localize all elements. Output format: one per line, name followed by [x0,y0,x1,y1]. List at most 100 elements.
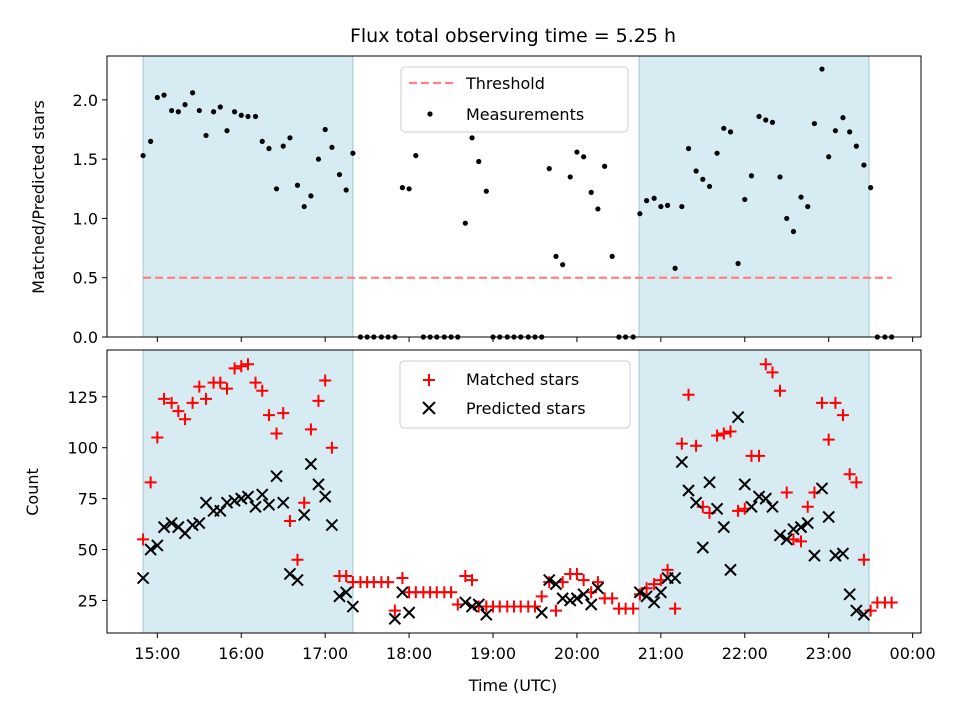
matched-star-point [822,433,835,446]
matched-star-point [186,396,199,409]
matched-star-point [235,360,248,373]
measurement-point [861,162,867,168]
measurement-point [399,185,405,191]
x-tick-label: 16:00 [218,644,264,663]
matched-star-point [753,449,766,462]
predicted-star-point [689,496,703,509]
predicted-star-point [283,567,297,581]
counts-legend-box [399,360,631,429]
measurement-point [413,152,419,159]
measurement-point [769,119,776,125]
matched-star-point [241,358,254,371]
matched-star-point [711,429,724,442]
measurement-point [476,158,482,165]
measurement-point [735,260,741,267]
matched-star-point [179,413,192,426]
matched-star-point [717,427,730,440]
matched-star-point [291,553,304,566]
predicted-star-point [738,478,751,491]
measurement-point [847,129,853,135]
measurement-point [224,128,230,134]
matched-star-point [277,407,290,420]
matched-star-point [445,586,458,599]
legend-matched-label: Matched stars [466,370,579,389]
matched-star-point [885,596,898,609]
matched-star-point [794,535,807,548]
measurement-point [693,168,699,174]
predicted-star-point [843,588,856,601]
x-tick-label: 22:00 [722,644,768,663]
predicted-star-point [556,592,569,605]
predicted-star-point [773,529,787,542]
measurement-point [273,186,280,192]
predicted-star-point [801,516,814,530]
measurement-point [811,120,818,127]
predicted-star-point [465,600,479,613]
predicted-star-point [144,543,157,556]
matched-star-point [193,380,206,393]
predicted-star-point [675,455,689,469]
x-tick-label: 19:00 [470,644,516,663]
matched-star-point [262,409,275,422]
x-axis-ticks [156,337,914,342]
y-tick-label: 50 [78,541,98,560]
predicted-star-point [654,586,668,599]
matched-star-point [690,439,703,452]
predicted-star-point [270,470,283,483]
measurement-point [790,228,797,235]
counts-panel-frame [106,349,922,634]
measurement-point [853,143,859,149]
predicted-star-point [787,522,800,536]
legend-predicted-swatch [422,401,436,415]
measurement-point [203,132,209,139]
x-tick-label: 23:00 [806,644,852,663]
measurement-point [595,206,601,212]
x-axis-ticks: 15:00 16:00 17:00 18:00 19:00 20:00 21:00 22:00… [134,633,936,663]
matched-star-point [388,604,401,617]
measurement-point [643,198,650,204]
measurement-point [308,193,314,199]
predicted-star-point [780,533,793,546]
measurement-point [560,262,566,268]
matched-star-point [165,396,178,409]
measurements-markers [140,66,895,340]
matched-stars-markers [137,358,898,617]
y-tick-label: 0.5 [73,269,98,288]
legend-threshold-label: Threshold [465,74,545,93]
measurement-point [574,149,580,155]
measurement-point [742,196,748,203]
measurement-point [294,182,301,188]
matched-star-point [850,476,863,489]
predicted-star-point [472,598,485,611]
counts-legend: Matched stars Predicted stars [399,360,631,429]
x-tick-label: 21:00 [638,644,684,663]
matched-star-point [766,366,779,379]
measurement-point [672,265,678,271]
measurement-point [287,135,293,141]
measurement-point [469,135,475,141]
predicted-star-point [794,520,808,534]
predicted-star-point [745,500,758,513]
measurement-point [231,109,238,115]
predicted-star-point [815,482,829,495]
matched-star-point [158,392,171,405]
shaded-intervals [142,55,870,338]
matched-star-point [627,602,640,615]
legend-measurements-label: Measurements [466,105,584,124]
measurement-point [700,176,706,182]
predicted-star-point [668,571,682,585]
measurement-point [406,186,412,192]
matched-star-point [577,574,590,587]
matched-star-point [319,374,332,387]
measurement-point [266,145,272,152]
matched-star-point [137,533,150,546]
matched-star-point [200,392,213,405]
predicted-star-point [249,500,262,513]
measurement-point [280,143,286,149]
matched-star-point [528,600,541,613]
measurement-point [602,163,608,169]
y-tick-label: 0.0 [73,328,98,347]
count-y-axis-label: Count [23,468,42,516]
y-tick-label: 1.5 [73,150,98,169]
